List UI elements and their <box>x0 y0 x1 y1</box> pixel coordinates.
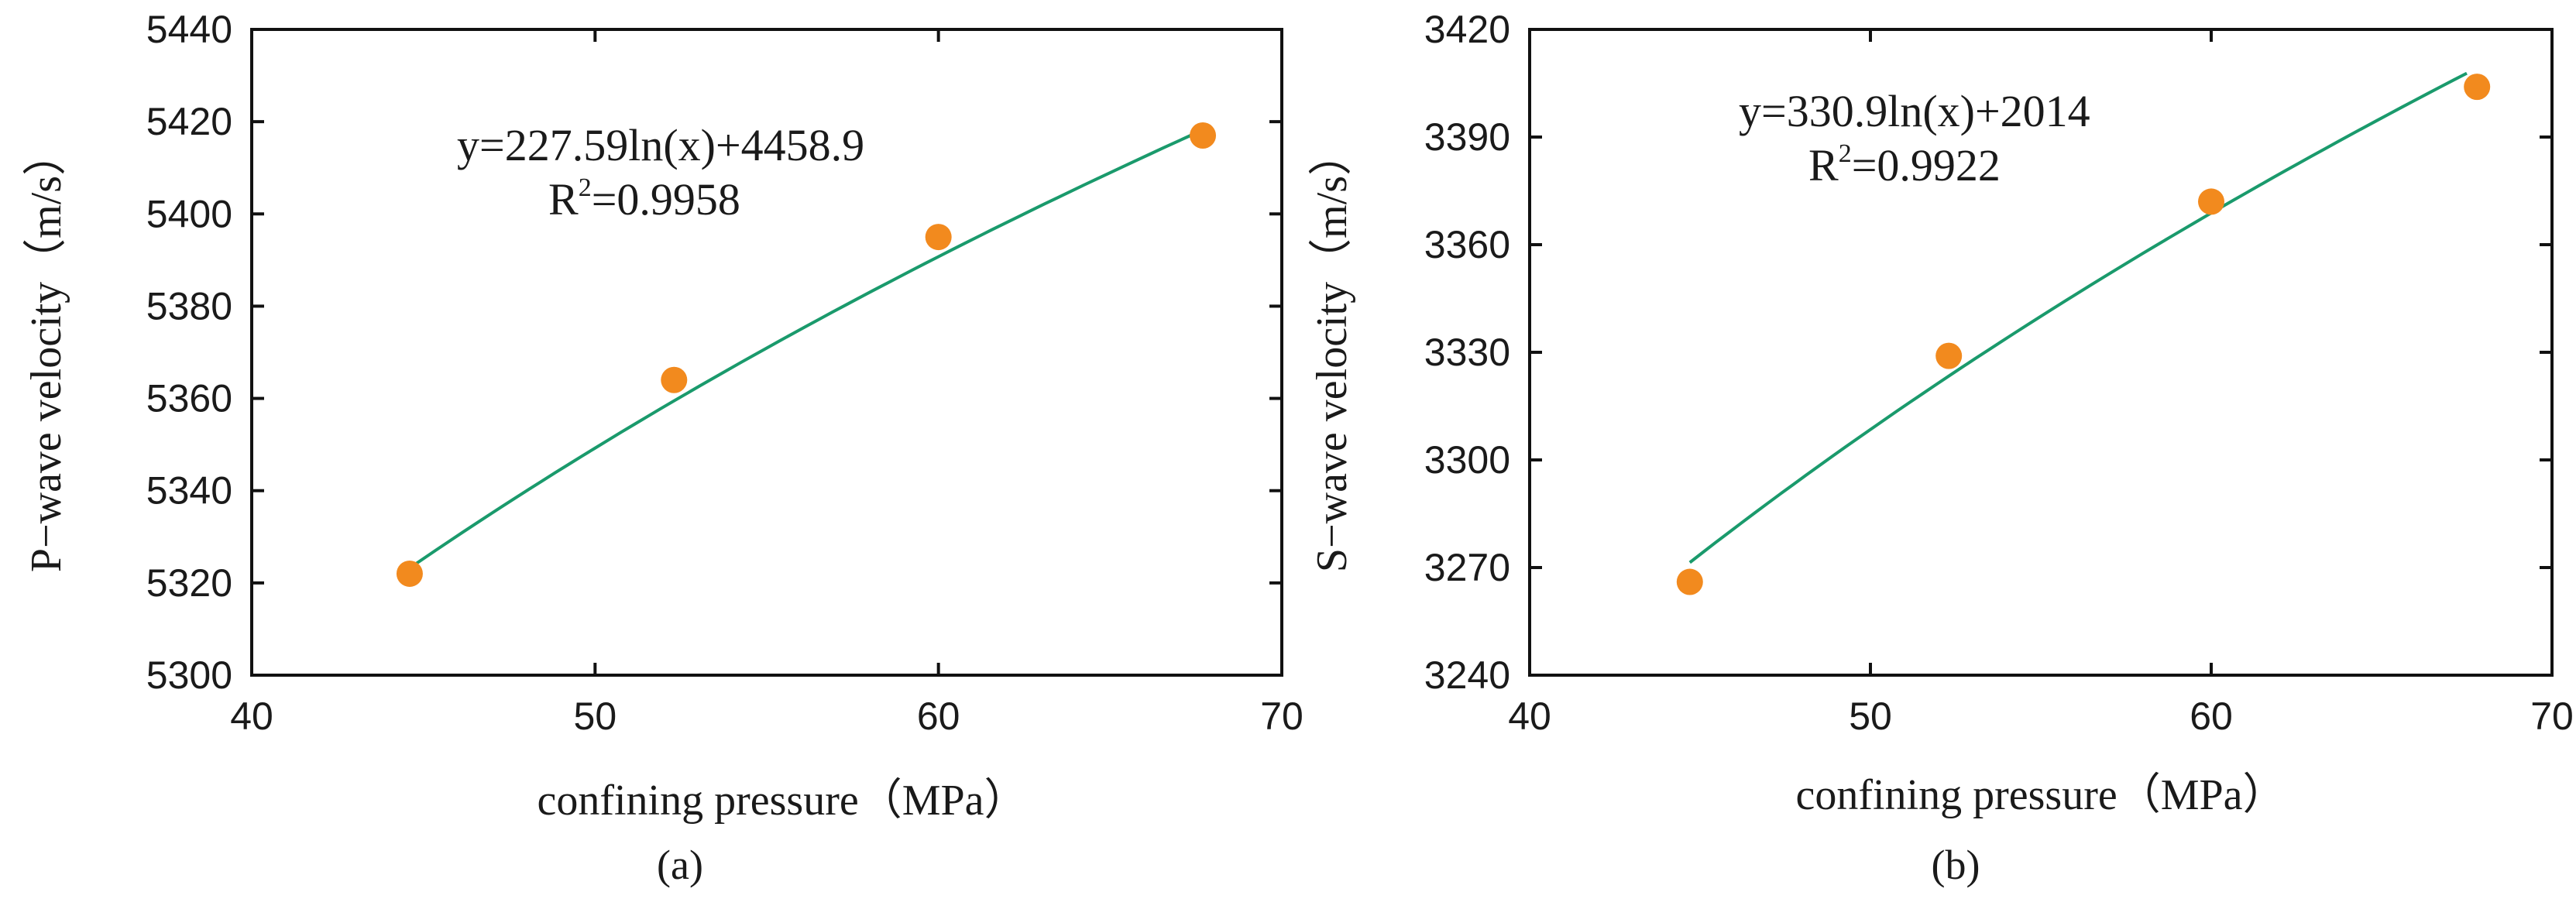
panel-a-fit-curve <box>408 128 1204 570</box>
panel-a-y-tick-label: 5400 <box>146 192 232 235</box>
panel-a-x-axis-title: confining pressure（MPa） <box>537 777 1027 825</box>
panel-a-x-tick-label: 70 <box>1260 695 1303 738</box>
panel-b-x-axis-title: confining pressure（MPa） <box>1795 771 2286 819</box>
panel-b-x-tick-label: 40 <box>1508 695 1551 738</box>
panel-a-y-tick-label: 5320 <box>146 561 232 605</box>
panel-a-y-tick-label: 5300 <box>146 653 232 697</box>
panel-a-p-wave-chart: 5300 5320 5340 5360 5380 5400 5420 5440 40 50 60 7… <box>22 8 1303 888</box>
panel-b-r-squared-symbol: R <box>1808 140 1839 190</box>
panel-a-y-tick-label: 5360 <box>146 377 232 420</box>
panel-a-y-tick-label: 5420 <box>146 100 232 143</box>
panel-b-data-points <box>1676 74 2491 595</box>
panel-b-data-point <box>2198 188 2224 215</box>
panel-b-y-tick-label: 3390 <box>1424 115 1510 159</box>
panel-b-fit-curve <box>1688 71 2468 564</box>
panel-a-y-tick-labels: 5300 5320 5340 5360 5380 5400 5420 5440 <box>146 8 232 697</box>
panel-b-ticks <box>1528 28 2554 677</box>
panel-a-caption: (a) <box>657 842 703 888</box>
panel-b-r-squared-exponent: 2 <box>1839 139 1852 168</box>
panel-a-y-tick-label: 5340 <box>146 469 232 513</box>
panel-b-s-wave-chart: 3240 3270 3300 3330 3360 3390 3420 40 50 60 70 y=… <box>1308 8 2574 888</box>
panel-a-data-point <box>925 224 952 251</box>
panel-b-equation: y=330.9ln(x)+2014 <box>1739 86 2090 136</box>
panel-b-y-tick-label: 3270 <box>1424 546 1510 589</box>
panel-b-x-tick-label: 50 <box>1849 695 1892 738</box>
panel-a-equation: y=227.59ln(x)+4458.9 <box>457 120 864 170</box>
panel-a-y-tick-label: 5380 <box>146 284 232 328</box>
panel-a-r-squared: R2=0.9958 <box>548 173 740 225</box>
panel-a-ticks <box>250 28 1283 677</box>
panel-a-r-squared-symbol: R <box>548 174 579 225</box>
panel-b-x-tick-labels: 40 50 60 70 <box>1508 695 2574 738</box>
panel-a-data-point <box>396 560 423 587</box>
panel-b-r-squared: R2=0.9922 <box>1808 139 2001 190</box>
panel-a-data-point <box>1190 122 1217 149</box>
panel-b-r-squared-value: =0.9922 <box>1852 140 2001 190</box>
panel-b-data-point <box>1676 568 1703 595</box>
panel-b-y-tick-label: 3300 <box>1424 438 1510 482</box>
panel-a-x-tick-label: 40 <box>230 695 273 738</box>
panel-b-y-axis-title: S−wave velocity（m/s） <box>1308 132 1356 572</box>
panel-a-data-point <box>661 366 688 393</box>
panel-b-data-point <box>2464 74 2491 101</box>
panel-b-caption: (b) <box>1932 842 1980 888</box>
panel-b-y-tick-label: 3330 <box>1424 331 1510 374</box>
panel-a-plot-frame <box>250 28 1283 677</box>
panel-b-y-tick-labels: 3240 3270 3300 3330 3360 3390 3420 <box>1424 8 1510 697</box>
panel-b-y-tick-label: 3240 <box>1424 653 1510 697</box>
panel-b-x-tick-label: 70 <box>2530 695 2574 738</box>
panel-a-r-squared-exponent: 2 <box>579 173 592 202</box>
panel-a-x-tick-label: 60 <box>917 695 960 738</box>
panel-b-data-point <box>1935 342 1963 369</box>
panel-b-x-tick-label: 60 <box>2190 695 2233 738</box>
panel-a-x-tick-label: 50 <box>574 695 617 738</box>
panel-b-y-tick-label: 3360 <box>1424 223 1510 266</box>
panel-a-data-points <box>396 122 1217 587</box>
panel-a-x-tick-labels: 40 50 60 70 <box>230 695 1303 738</box>
panel-a-y-tick-label: 5440 <box>146 8 232 51</box>
panel-a-y-axis-title: P−wave velocity（m/s） <box>22 132 70 572</box>
panel-b-y-tick-label: 3420 <box>1424 8 1510 51</box>
panel-a-r-squared-value: =0.9958 <box>592 174 740 225</box>
